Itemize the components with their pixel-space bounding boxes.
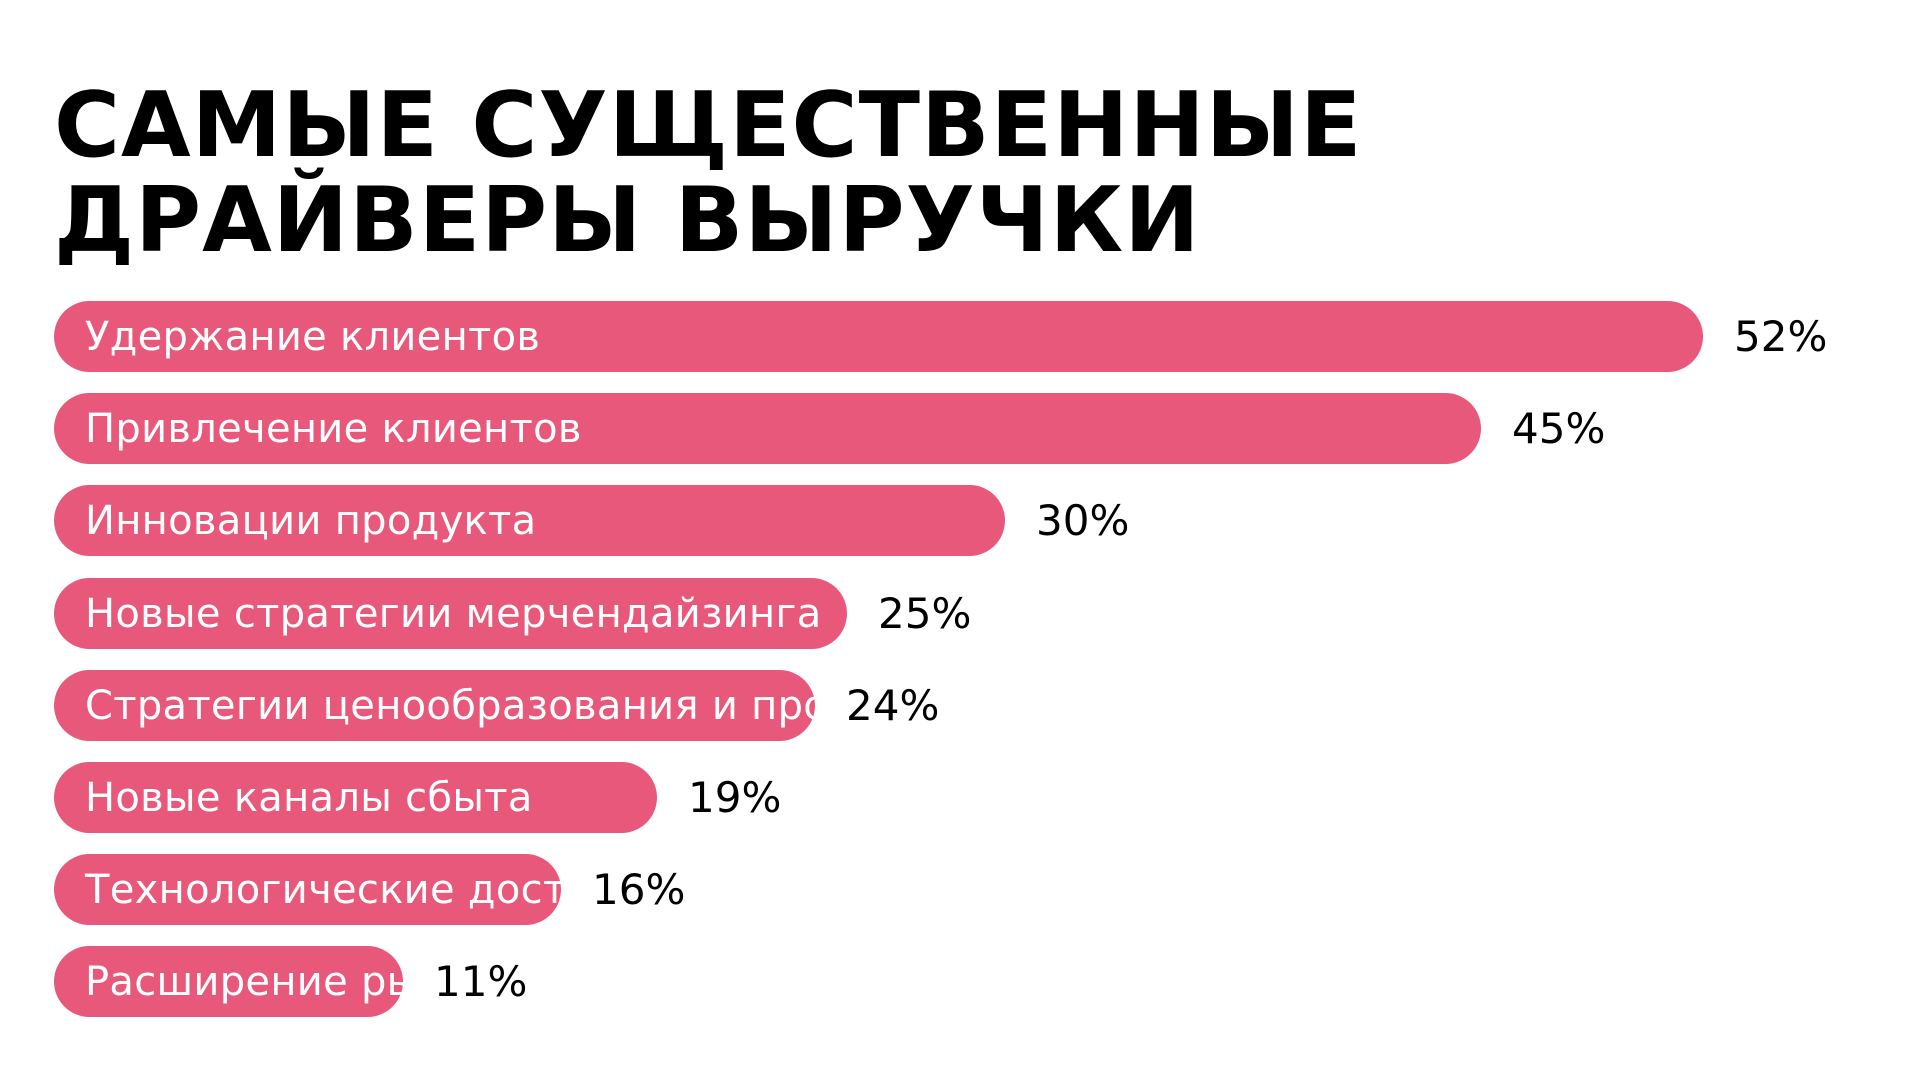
bar: Удержание клиентов <box>54 301 1703 372</box>
bar: Новые каналы сбыта <box>54 762 657 833</box>
bar-value-label: 16% <box>592 865 686 914</box>
bar-category-label: Новые каналы сбыта <box>85 774 533 821</box>
bar-value-label: 19% <box>688 773 782 822</box>
bar: Технологические достижения <box>54 854 731 925</box>
bar-category-label: Удержание клиентов <box>85 313 541 360</box>
bar-category-label: Стратегии ценообразования и промо-акции <box>85 682 1028 729</box>
bar: Привлечение клиентов <box>54 393 1481 464</box>
bar-value-label: 25% <box>878 589 972 638</box>
bar-value-label: 52% <box>1734 312 1828 361</box>
bar-category-label: Технологические достижения <box>85 866 732 913</box>
chart-title-line-1: САМЫЕ СУЩЕСТВЕННЫЕ <box>54 73 1363 178</box>
bar: Стратегии ценообразования и промо-акции <box>54 670 1027 741</box>
bar-category-label: Расширение рынков сбыта <box>85 958 659 1005</box>
bar-category-label: Привлечение клиентов <box>85 405 582 452</box>
bar-category-label: Инновации продукта <box>85 497 537 544</box>
bar-value-label: 45% <box>1512 404 1606 453</box>
bar: Новые стратегии мерчендайзинга <box>54 578 847 649</box>
bar-value-label: 24% <box>846 681 940 730</box>
bar: Расширение рынков сбыта <box>54 946 658 1017</box>
chart-title-line-2: ДРАЙВЕРЫ ВЫРУЧКИ <box>54 168 1201 273</box>
chart-title: САМЫЕ СУЩЕСТВЕННЫЕ ДРАЙВЕРЫ ВЫРУЧКИ <box>54 78 1362 268</box>
bar-category-label: Новые стратегии мерчендайзинга <box>85 590 822 637</box>
bar: Инновации продукта <box>54 485 1005 556</box>
bar-value-label: 11% <box>434 957 528 1006</box>
bar-value-label: 30% <box>1036 496 1130 545</box>
